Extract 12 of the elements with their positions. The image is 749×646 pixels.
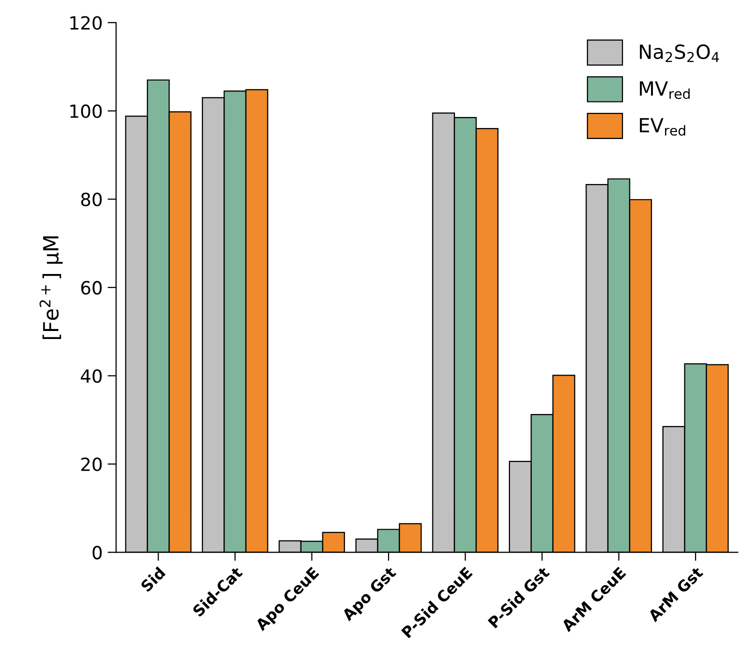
y-tick-label: 80 [81, 192, 102, 206]
y-tick-label: 40 [80, 369, 102, 383]
y-tick-label: 0 [92, 546, 102, 560]
x-tick-label: Sid [140, 566, 166, 592]
y-tick-label: 20 [81, 458, 102, 472]
legend-label: EV$_{red}$ [640, 118, 686, 136]
y-axis-title: [Fe$^{2+}$] μM [40, 236, 63, 340]
legend-label: Na$_{2}$S$_{2}$O$_{4}$ [640, 44, 719, 62]
legend-label: MV$_{red}$ [640, 81, 690, 99]
y-tick-label: 100 [70, 104, 102, 118]
y-tick-label: 120 [70, 16, 102, 30]
y-tick-label: 60 [81, 280, 102, 295]
